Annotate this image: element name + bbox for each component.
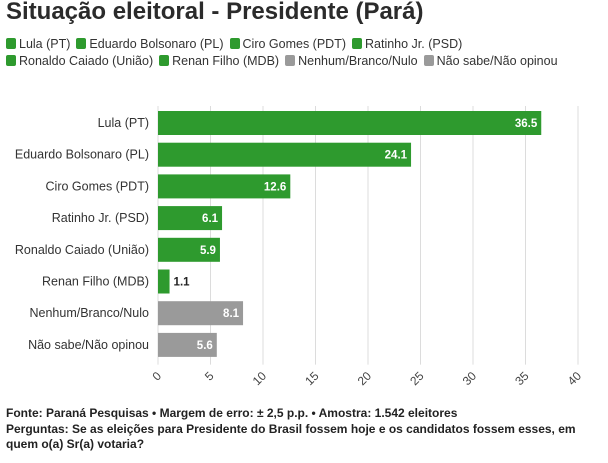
legend-swatch: [285, 55, 296, 66]
category-label: Renan Filho (MDB): [42, 275, 149, 289]
bar: [158, 174, 291, 199]
value-label: 36.5: [515, 118, 538, 130]
tick-label: 15: [302, 369, 322, 389]
legend-swatch: [6, 55, 16, 66]
legend-item: Não sabe/Não opinou: [423, 53, 558, 70]
value-label: 6.1: [202, 213, 219, 225]
category-label: Ciro Gomes (PDT): [46, 179, 149, 193]
legend-swatch: [76, 38, 87, 49]
bar: [158, 111, 542, 135]
value-label: 1.1: [174, 277, 191, 289]
bar: [158, 142, 412, 167]
legend-swatch: [6, 38, 16, 49]
legend-label: Renan Filho (MDB): [172, 54, 280, 68]
value-label: 5.6: [197, 340, 213, 352]
legend-label: Eduardo Bolsonaro (PL): [89, 37, 224, 51]
chart-legend: Lula (PT) Eduardo Bolsonaro (PL) Ciro Gome…: [6, 36, 602, 70]
legend-swatch: [159, 55, 170, 66]
legend-swatch: [423, 55, 434, 66]
legend-item: Ronaldo Caiado (União): [6, 53, 153, 70]
category-label: Eduardo Bolsonaro (PL): [15, 148, 149, 162]
tick-label: 5: [202, 369, 217, 384]
category-label: Ronaldo Caiado (União): [15, 243, 149, 257]
bar-chart: Lula (PT) 36.5 Eduardo Bolsonaro (PL) 24.1 C…: [15, 106, 585, 389]
legend-item: Nenhum/Branco/Nulo: [285, 53, 418, 70]
tick-label: 20: [355, 369, 375, 389]
category-label: Lula (PT): [98, 116, 149, 130]
tick-label: 40: [565, 369, 585, 389]
legend-label: Ronaldo Caiado (União): [19, 54, 154, 68]
bar: [158, 269, 170, 294]
bar: [158, 332, 217, 357]
bar: [158, 301, 244, 326]
legend-item: Ratinho Jr. (PSD): [352, 36, 462, 53]
legend-item: Renan Filho (MDB): [159, 53, 279, 70]
legend-swatch: [352, 38, 362, 49]
chart-title: Situação eleitoral - Presidente (Pará): [6, 0, 424, 25]
legend-label: Ratinho Jr. (PSD): [365, 37, 463, 51]
value-label: 8.1: [223, 308, 240, 320]
bar: [158, 237, 220, 262]
legend-label: Nenhum/Branco/Nulo: [298, 54, 418, 68]
legend-label: Não sabe/Não opinou: [436, 54, 558, 68]
legend-item: Ciro Gomes (PDT): [229, 36, 346, 53]
value-label: 24.1: [385, 150, 408, 162]
category-label: Nenhum/Branco/Nulo: [29, 306, 149, 320]
category-label: Ratinho Jr. (PSD): [52, 211, 149, 225]
legend-label: Ciro Gomes (PDT): [242, 37, 346, 51]
category-label: Não sabe/Não opinou: [28, 338, 149, 352]
value-label: 12.6: [264, 181, 286, 193]
source-note: Fonte: Paraná Pesquisas • Margem de erro…: [6, 406, 458, 420]
tick-label: 25: [407, 369, 427, 389]
question-note: Perguntas: Se as eleições para President…: [6, 421, 576, 452]
tick-label: 10: [250, 369, 270, 389]
legend-item: Lula (PT): [6, 36, 70, 53]
tick-label: 30: [460, 369, 480, 389]
tick-label: 0: [149, 369, 164, 384]
tick-label: 35: [512, 369, 532, 389]
legend-item: Eduardo Bolsonaro (PL): [76, 36, 224, 53]
value-label: 5.9: [200, 245, 216, 257]
chart-footer: Fonte: Paraná Pesquisas • Margem de erro…: [6, 406, 604, 453]
legend-label: Lula (PT): [19, 37, 71, 51]
legend-swatch: [229, 38, 240, 49]
bar: [158, 206, 223, 231]
